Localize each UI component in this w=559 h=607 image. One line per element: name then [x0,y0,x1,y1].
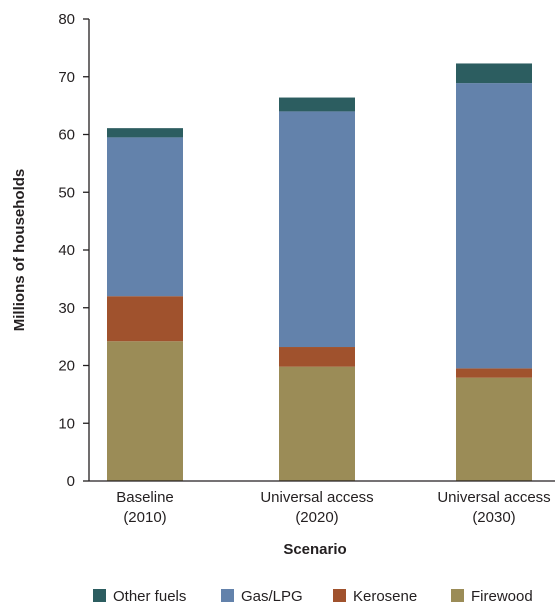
x-axis: Baseline (2010) Universal access (2020) Univ… [89,480,555,526]
y-tick-label: 70 [58,69,75,86]
x-category-label: Universal access (2030) [437,489,550,526]
bar-segment-other-fuels [107,128,183,138]
bar-segment-kerosene [107,296,183,342]
legend-swatch [221,589,234,602]
bars [107,63,532,481]
y-tick-label: 10 [58,415,75,432]
legend-swatch [333,589,346,602]
bar-segment-kerosene [456,368,532,378]
y-tick-label: 50 [58,184,75,201]
y-axis-title: Millions of households [11,169,28,332]
legend-swatch [93,589,106,602]
bar-segment-firewood [279,366,355,481]
bar-segment-gas-lpg [279,111,355,348]
legend: Other fuels Gas/LPG Kerosene Firewood [93,588,533,605]
bar-segment-other-fuels [279,97,355,112]
legend-swatch [451,589,464,602]
bar-segment-other-fuels [456,63,532,84]
bar-segment-gas-lpg [107,137,183,297]
x-category-label: Baseline (2010) [116,489,174,526]
x-category-label: Universal access (2020) [260,489,373,526]
legend-label: Gas/LPG [241,588,303,605]
y-tick-label: 40 [58,242,75,259]
y-tick-label: 60 [58,127,75,144]
y-tick-label: 80 [58,11,75,28]
y-tick-label: 20 [58,358,75,375]
y-tick-label: 0 [67,473,75,490]
bar-segment-firewood [107,341,183,481]
bar-segment-gas-lpg [456,83,532,369]
legend-label: Firewood [471,588,533,605]
y-axis: 0 10 20 30 40 50 60 70 80 [58,11,90,490]
bar-segment-kerosene [279,347,355,367]
legend-label: Kerosene [353,588,417,605]
bar-segment-firewood [456,377,532,481]
y-tick-label: 30 [58,300,75,317]
legend-label: Other fuels [113,588,186,605]
x-axis-title: Scenario [283,541,346,558]
